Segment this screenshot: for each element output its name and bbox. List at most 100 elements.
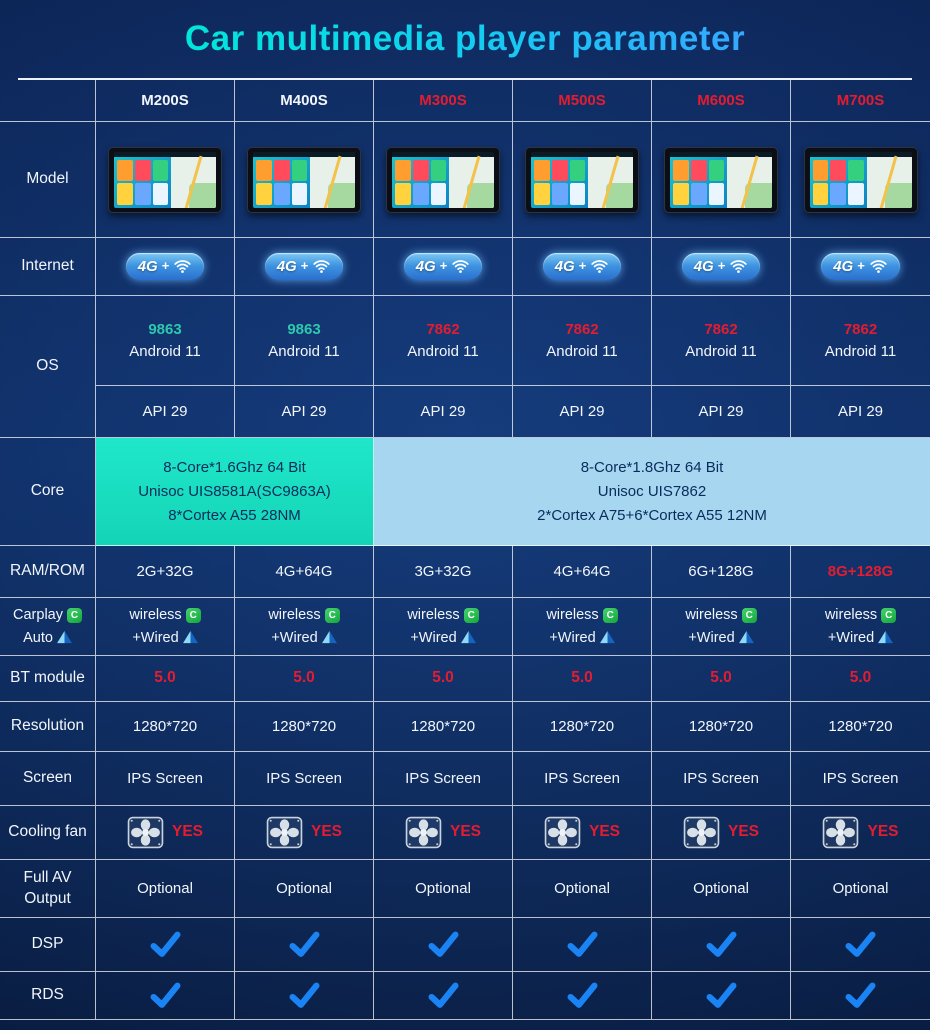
os-cell: 7862 Android 11 — [652, 296, 791, 386]
corner-cell — [0, 80, 96, 122]
rds-cell — [513, 972, 652, 1020]
check-icon — [706, 982, 736, 1008]
check-icon — [567, 982, 597, 1008]
android-auto-icon — [182, 631, 198, 644]
api-level: API 29 — [837, 402, 884, 420]
resolution-value: 1280*720 — [828, 717, 893, 735]
android-version: Android 11 — [407, 343, 479, 360]
core-spec-line: 8-Core*1.8Ghz 64 Bit — [580, 458, 724, 476]
wifi-icon — [313, 260, 330, 273]
api-cell: API 29 — [513, 386, 652, 438]
ram-cell: 4G+64G — [513, 546, 652, 598]
check-icon — [289, 931, 319, 957]
carplay-icon: C — [185, 607, 201, 623]
ram-rom-value: 3G+32G — [414, 562, 472, 580]
wired-text: +Wired — [271, 629, 318, 646]
os-cell: 7862 Android 11 — [791, 296, 930, 386]
wifi-icon — [870, 260, 887, 273]
plus-sign: + — [439, 258, 448, 274]
ram-rom-value: 2G+32G — [136, 562, 194, 580]
screen-type: IPS Screen — [127, 769, 203, 787]
carplay-cell: wireless C +Wired — [96, 598, 235, 656]
device-screen — [809, 151, 912, 208]
output-text: Output — [24, 889, 71, 907]
screen-type: IPS Screen — [683, 769, 759, 787]
rds-cell — [235, 972, 374, 1020]
cooling-fan-cell: YES — [96, 806, 235, 860]
carplay-icon: C — [602, 607, 618, 623]
check-icon — [567, 931, 597, 957]
ram-cell: 6G+128G — [652, 546, 791, 598]
bt-module-cell: 5.0 — [513, 656, 652, 702]
wired-text: +Wired — [549, 629, 596, 646]
core-spec-line: Unisoc UIS8581A(SC9863A) — [138, 482, 331, 500]
column-header-m300s: M300S — [374, 80, 513, 122]
android-auto-icon — [878, 631, 894, 644]
android-version: Android 11 — [824, 343, 897, 360]
screen-body — [670, 156, 772, 208]
row-label-model-text: Model — [26, 170, 69, 188]
av-output-cell: Optional — [235, 860, 374, 918]
4g-wifi-badge: 4G + — [681, 252, 761, 281]
screen-app-icons — [531, 156, 589, 208]
screen-cell: IPS Screen — [96, 752, 235, 806]
row-label-cooling-fan-text: Cooling fan — [8, 823, 87, 841]
cooling-yes: YES — [449, 823, 481, 841]
core-spec-line: 8-Core*1.6Ghz 64 Bit — [163, 458, 306, 476]
core-spec-line: 2*Cortex A75+6*Cortex A55 12NM — [537, 506, 767, 524]
row-label-screen-text: Screen — [22, 769, 73, 787]
row-label-core: Core — [0, 438, 96, 546]
screen-status-bar — [392, 151, 494, 157]
bt-module-cell: 5.0 — [652, 656, 791, 702]
av-output-cell: Optional — [374, 860, 513, 918]
row-label-resolution-text: Resolution — [10, 717, 85, 735]
android-version: Android 11 — [685, 343, 757, 360]
carplay-cell: wireless C +Wired — [513, 598, 652, 656]
wired-text: +Wired — [688, 629, 735, 646]
carplay-cell: wireless C +Wired — [235, 598, 374, 656]
api-level: API 29 — [281, 402, 327, 420]
av-output-value: Optional — [693, 879, 749, 897]
os-cell: 7862 Android 11 — [374, 296, 513, 386]
row-label-bt-module: BT module — [0, 656, 96, 702]
device-screen — [392, 151, 494, 208]
bt-version: 5.0 — [571, 669, 593, 687]
row-label-os: OS — [0, 296, 96, 438]
row-label-internet: Internet — [0, 238, 96, 296]
wired-text: +Wired — [132, 629, 179, 646]
column-header-m600s: M600S — [652, 80, 791, 122]
av-output-cell: Optional — [96, 860, 235, 918]
android-version: Android 11 — [268, 343, 340, 360]
bt-version: 5.0 — [710, 669, 732, 687]
android-auto-icon — [56, 631, 72, 644]
ram-cell: 4G+64G — [235, 546, 374, 598]
av-output-value: Optional — [276, 879, 332, 897]
cooling-fan-icon — [127, 816, 164, 849]
wireless-text: wireless — [268, 606, 321, 623]
dsp-cell — [652, 918, 791, 972]
head-unit-image — [664, 146, 778, 213]
cooling-fan-cell: YES — [513, 806, 652, 860]
column-header-m400s: M400S — [235, 80, 374, 122]
chipset-value: 7862 — [426, 320, 460, 338]
4g-label: 4G — [415, 257, 436, 275]
chipset-value: 7862 — [843, 320, 878, 338]
screen-cell: IPS Screen — [791, 752, 930, 806]
resolution-value: 1280*720 — [132, 717, 198, 735]
cooling-yes: YES — [867, 823, 899, 841]
rds-cell — [791, 972, 930, 1020]
internet-cell: 4G + — [96, 238, 235, 296]
page-title: Car multimedia player parameter — [184, 19, 746, 58]
android-auto-icon — [321, 631, 337, 644]
core-spec-left: 8-Core*1.6Ghz 64 Bit Unisoc UIS8581A(SC98… — [96, 438, 374, 546]
4g-wifi-badge: 4G + — [821, 252, 900, 281]
api-level: API 29 — [559, 402, 605, 420]
android-auto-icon — [460, 631, 476, 644]
4g-wifi-badge: 4G + — [542, 252, 622, 281]
resolution-cell: 1280*720 — [513, 702, 652, 752]
rds-cell — [96, 972, 235, 1020]
resolution-value: 1280*720 — [271, 717, 337, 735]
4g-label: 4G — [137, 257, 158, 275]
android-auto-icon — [599, 631, 615, 644]
